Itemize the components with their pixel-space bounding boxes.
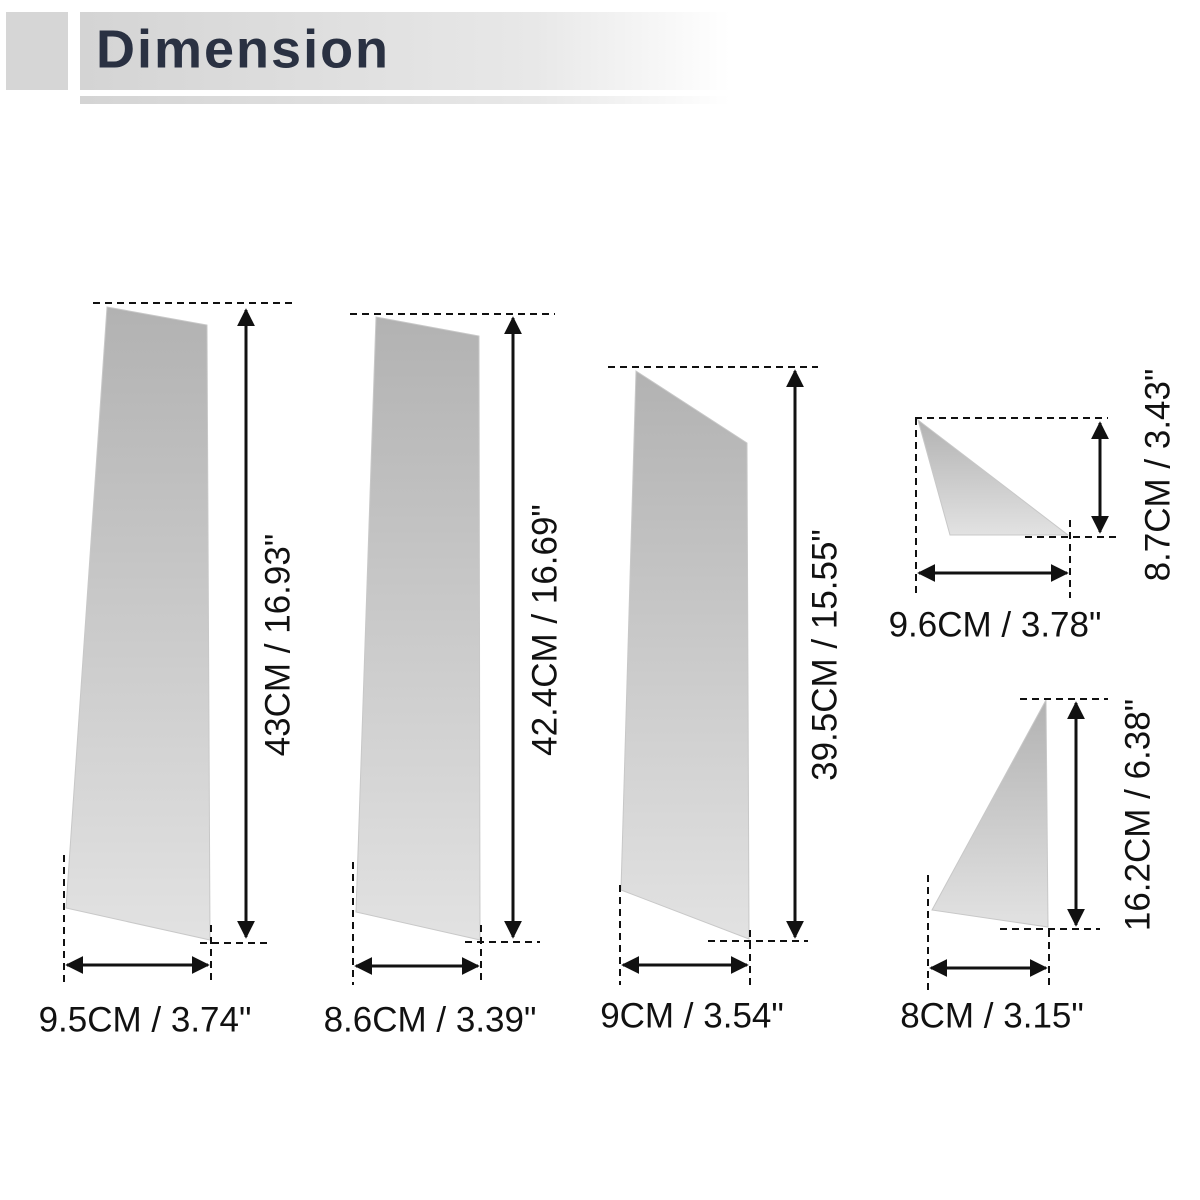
header-block — [6, 12, 68, 90]
header-underline — [80, 96, 730, 104]
width-label: 8.6CM / 3.39" — [324, 1000, 537, 1039]
height-label: 39.5CM / 15.55" — [805, 529, 844, 781]
height-label: 42.4CM / 16.69" — [525, 504, 564, 756]
header-title: Dimension — [96, 19, 390, 79]
height-label: 16.2CM / 6.38" — [1118, 699, 1157, 931]
height-label: 8.7CM / 3.43" — [1138, 369, 1177, 582]
width-label: 8CM / 3.15" — [900, 996, 1084, 1035]
header-bar — [80, 12, 730, 90]
piece-shape — [917, 418, 1070, 536]
width-label: 9.5CM / 3.74" — [39, 1000, 252, 1039]
pieces: 43CM / 16.93" 9.5CM / 3.74" 42.4CM / 16.69… — [39, 302, 1177, 1039]
piece-shape — [931, 698, 1049, 928]
height-label: 43CM / 16.93" — [258, 534, 297, 757]
width-label: 9.6CM / 3.78" — [889, 605, 1102, 644]
piece-shape — [355, 316, 481, 941]
piece-shape — [65, 306, 211, 941]
piece-shape — [620, 370, 750, 940]
width-label: 9CM / 3.54" — [600, 996, 784, 1035]
